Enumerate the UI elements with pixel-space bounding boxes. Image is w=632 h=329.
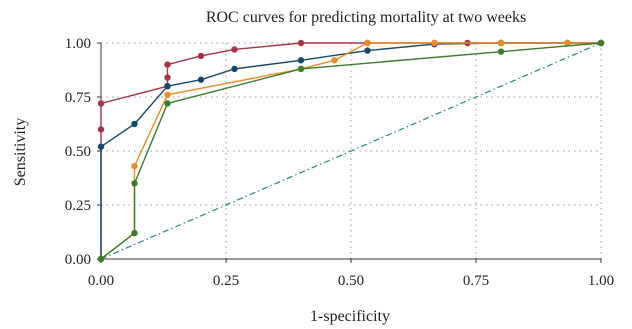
series-0-point-6: [197, 52, 205, 60]
series-1-point-1: [97, 143, 105, 150]
series-0-point-5: [164, 61, 171, 68]
series-2-point-2: [131, 162, 138, 170]
series-3-point-4: [297, 65, 305, 73]
series-3-point-2: [131, 180, 138, 187]
series-0-point-8: [297, 39, 305, 47]
series-3: [97, 39, 605, 263]
y-tick-label-4: 1.00: [65, 36, 91, 52]
series-2-point-3: [164, 91, 171, 99]
series-0-point-4: [164, 74, 171, 81]
series-3-point-1: [131, 229, 138, 237]
series-1-point-7: [364, 47, 371, 54]
series-2-point-8: [497, 39, 505, 47]
series-3-point-3: [164, 100, 171, 107]
x-axis-label: 1-specificity: [310, 308, 390, 325]
y-tick-label-0: 0.00: [65, 252, 91, 268]
series-0-point-1: [97, 126, 105, 133]
chart-title: ROC curves for predicting mortality at t…: [206, 9, 526, 26]
series-layer: [97, 39, 605, 263]
series-2-point-5: [331, 57, 338, 64]
axes-layer: 0.00 0.25 0.50 0.75 1.00 0.00 0.25 0.50 0.75 1.00: [65, 36, 614, 289]
series-1-point-2: [131, 120, 138, 128]
y-tick-label-2: 0.50: [65, 144, 91, 160]
series-2-point-9: [564, 39, 571, 47]
series-1-point-4: [197, 76, 205, 83]
y-tick-label-3: 0.75: [65, 90, 91, 106]
series-1-point-5: [231, 65, 238, 73]
series-2-point-6: [364, 39, 371, 47]
series-1-point-3: [164, 83, 171, 90]
y-tick-label-1: 0.25: [65, 198, 91, 214]
x-tick-label-0: 0.00: [88, 273, 114, 289]
x-tick-label-4: 1.00: [588, 273, 614, 289]
x-tick-label-2: 0.50: [338, 273, 364, 289]
x-tick-label-1: 0.25: [213, 273, 239, 289]
series-0-point-2: [97, 100, 105, 107]
series-2-point-7: [431, 39, 438, 47]
series-3-point-5: [497, 48, 505, 55]
series-0-point-7: [231, 46, 238, 53]
series-3-point-6: [597, 39, 605, 47]
reference-diagonal-line: [100, 42, 602, 260]
series-3-point-0: [97, 255, 105, 263]
grid-layer: [101, 42, 602, 259]
series-1-point-6: [297, 57, 305, 64]
reference-layer: [100, 42, 602, 260]
y-axis-label: Sensitivity: [12, 118, 29, 186]
x-tick-label-3: 0.75: [463, 273, 489, 289]
